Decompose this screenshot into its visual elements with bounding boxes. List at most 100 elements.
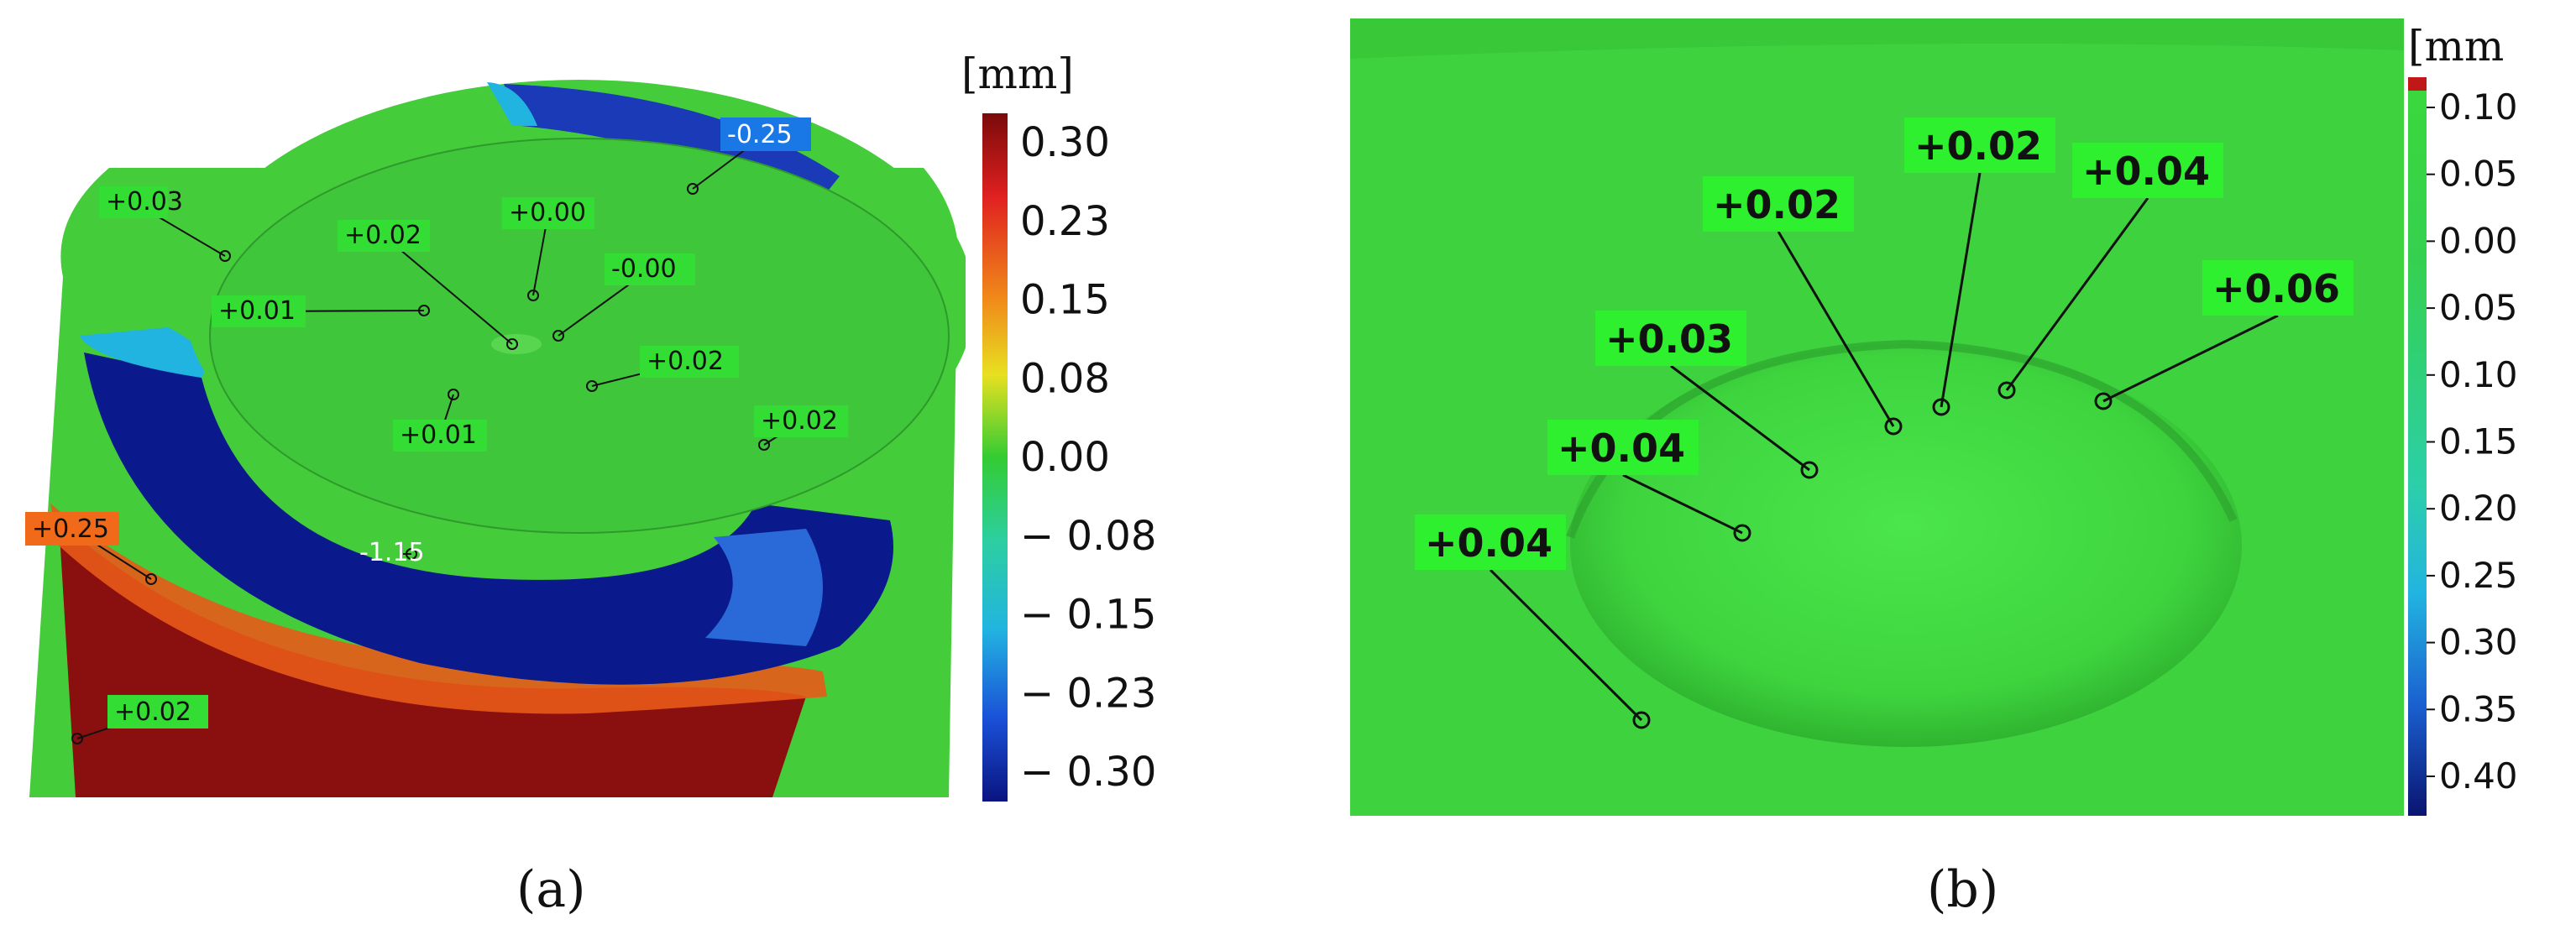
callout-value: +0.02 — [647, 347, 724, 376]
panel-a-caption: (a) — [516, 860, 586, 919]
red-deviation-zone — [59, 520, 806, 797]
callout-point — [1733, 524, 1751, 542]
legend-a-unit: [mm] — [961, 50, 1074, 98]
callout-box — [25, 512, 119, 546]
callout-value: +0.03 — [1605, 316, 1733, 362]
callout-point — [1800, 461, 1819, 479]
legend-a-tick: 0.23 — [1020, 198, 1110, 245]
deviation-callout: +0.03 — [1595, 311, 1819, 479]
legend-a-tick: − 0.30 — [1020, 749, 1156, 796]
legend-b-tick: 0.30 — [2439, 622, 2518, 663]
callout-leader — [1622, 473, 1743, 535]
panel-b-caption: (b) — [1927, 860, 1998, 919]
deviation-callout: -0.25 — [687, 118, 811, 195]
callout-box — [2202, 260, 2353, 316]
callout-box — [605, 253, 695, 285]
legend-a-tick: − 0.08 — [1020, 513, 1156, 560]
legend-b-tick: 0.40 — [2439, 755, 2518, 796]
callout-value: -0.25 — [727, 120, 793, 149]
deviation-callout: +0.06 — [2094, 260, 2353, 410]
callout-value: +0.04 — [2082, 149, 2210, 194]
callout-value: +0.02 — [344, 221, 421, 250]
blue-ring-zone — [84, 352, 893, 685]
deviation-callout: -1.15 — [359, 538, 425, 567]
callout-value: +0.02 — [761, 406, 838, 436]
callout-box — [1547, 420, 1699, 475]
legend-a-tick: 0.15 — [1020, 277, 1110, 324]
callout-value: -0.00 — [611, 254, 677, 284]
callout-box — [720, 118, 811, 151]
callout-value: +0.04 — [1425, 520, 1552, 566]
callout-leader — [2102, 314, 2279, 403]
callout-box — [1415, 514, 1566, 570]
legend-a-tick: − 0.23 — [1020, 670, 1156, 717]
panel-b-callouts: +0.02 +0.02 +0.04 +0.03 +0.06 +0.04 +0.04 — [1415, 118, 2353, 729]
callout-box — [2072, 143, 2223, 198]
deviation-callout: +0.01 — [212, 295, 430, 327]
callout-point — [527, 290, 539, 301]
callout-value: +0.02 — [1713, 182, 1840, 227]
callout-point — [1997, 381, 2016, 400]
callout-value: +0.01 — [218, 296, 296, 326]
callout-box — [393, 420, 487, 452]
legend-b-tick: 0.20 — [2439, 488, 2518, 529]
legend-a-tick: − 0.15 — [1020, 592, 1156, 639]
deviation-callout: +0.02 — [1703, 176, 1903, 436]
legend-a-tick: 0.00 — [1020, 434, 1110, 481]
deviation-callout: +0.04 — [1997, 143, 2223, 400]
deviation-callout: +0.04 — [1415, 514, 1651, 729]
deviation-callout: +0.02 — [586, 346, 739, 392]
top-cyan-arc — [487, 82, 537, 126]
legend-b-tick: 0.05 — [2439, 287, 2518, 328]
deviation-callout: +0.03 — [99, 186, 231, 262]
panel-a-callouts: +0.03 +0.02 +0.00 -0.25 +0.01 -0.00 +0.02 +0.01… — [25, 118, 848, 744]
legend-b-tick: 0.10 — [2439, 86, 2518, 128]
callout-box — [212, 295, 306, 327]
callout-value: +0.03 — [106, 187, 183, 217]
callout-box — [1703, 176, 1854, 232]
callout-point — [448, 389, 459, 400]
callout-point — [219, 250, 231, 262]
deviation-callout: +0.25 — [25, 512, 157, 585]
callout-point — [758, 439, 770, 451]
legend-b-tick: 0.05 — [2439, 154, 2518, 195]
callout-leader — [1489, 568, 1643, 722]
callout-point — [687, 183, 699, 195]
legend-a-ticks: 0.30 0.23 0.15 0.08 0.00 − 0.08 − 0.15 − 0.23 − … — [1020, 119, 1156, 796]
callout-leader — [1940, 172, 1982, 408]
callout-box — [107, 695, 208, 728]
callout-box — [754, 405, 848, 437]
callout-box — [99, 186, 168, 218]
legend-b: [mm 0.10 0.05 0.00 0.05 0.10 0.15 0.20 0.25 0.30… — [2408, 22, 2518, 816]
panel-b — [1350, 18, 2404, 816]
callout-box — [1904, 118, 2055, 173]
legend-b-tick: 0.00 — [2439, 220, 2518, 261]
legend-b-tick: 0.10 — [2439, 354, 2518, 395]
callout-value: +0.25 — [32, 514, 109, 544]
callout-point — [552, 330, 564, 342]
callout-leader — [383, 235, 513, 345]
callout-point — [406, 548, 417, 560]
callout-value: -1.15 — [359, 538, 425, 567]
legend-b-unit: [mm — [2408, 22, 2504, 70]
legend-b-ticks: 0.10 0.05 0.00 0.05 0.10 0.15 0.20 0.25 0.30 0.35… — [2427, 86, 2518, 796]
callout-box — [1595, 311, 1746, 366]
callout-box — [338, 220, 430, 252]
dimple-region — [1570, 344, 2242, 747]
cyan-ring-edge — [80, 327, 206, 378]
callout-value: +0.04 — [1558, 426, 1685, 471]
callout-point — [506, 338, 518, 350]
legend-a-tick: 0.30 — [1020, 119, 1110, 166]
deviation-callout: +0.00 — [502, 197, 594, 301]
callout-value: +0.02 — [114, 697, 191, 727]
callout-box — [640, 346, 739, 378]
legend-a: [mm] 0.30 0.23 0.15 0.08 0.00 − 0.08 − 0.15 − 0… — [961, 50, 1156, 802]
legend-b-tick: 0.35 — [2439, 688, 2518, 729]
callout-box — [502, 197, 594, 229]
callout-point — [2094, 392, 2113, 410]
callout-point — [145, 573, 157, 585]
callout-point — [71, 733, 83, 744]
callout-value: +0.00 — [509, 198, 586, 227]
legend-a-tick: 0.08 — [1020, 355, 1110, 402]
